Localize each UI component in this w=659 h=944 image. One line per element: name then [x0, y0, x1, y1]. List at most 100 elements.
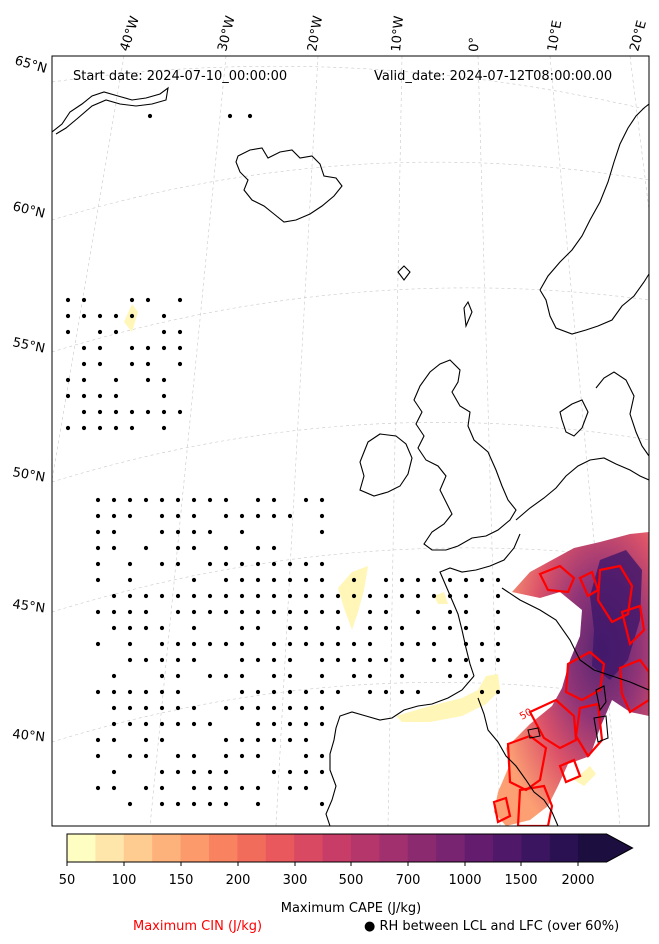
rh-dot	[129, 361, 135, 367]
rh-dot	[255, 593, 261, 599]
balearic	[527, 727, 541, 739]
rh-dot	[161, 329, 167, 335]
rh-dot	[447, 625, 453, 631]
rh-dot	[129, 313, 135, 319]
rh-dot	[223, 545, 229, 551]
rh-dot	[319, 513, 325, 519]
rh-dot	[287, 561, 293, 567]
rh-dot	[81, 361, 87, 367]
rh-dot	[223, 561, 229, 567]
rh-dot	[367, 609, 373, 615]
rh-dot	[227, 113, 233, 119]
meridian-0	[477, 56, 501, 826]
rh-dot	[271, 497, 277, 503]
rh-dot	[65, 377, 71, 383]
scandinavia-east	[595, 371, 649, 457]
lon-label-20w: 20°W	[305, 15, 326, 53]
lon-label-30w: 30°W	[215, 14, 238, 53]
rh-dot	[161, 377, 167, 383]
iberia-south	[477, 697, 559, 826]
rh-dot	[127, 689, 133, 695]
scandinavia	[539, 103, 649, 335]
rh-dot	[143, 689, 149, 695]
rh-dot	[191, 769, 197, 775]
rh-dot	[319, 529, 325, 535]
rh-dot	[255, 609, 261, 615]
rh-dot	[287, 769, 293, 775]
rh-dot	[255, 753, 261, 759]
rh-dot	[239, 785, 245, 791]
rh-dot	[287, 689, 293, 695]
rh-dot	[319, 593, 325, 599]
rh-dot	[431, 641, 437, 647]
rh-dot	[223, 513, 229, 519]
rh-dot	[191, 801, 197, 807]
colorbar-tick-label: 150	[169, 873, 194, 888]
rh-dot	[159, 769, 165, 775]
colorbar-tick-label: 300	[283, 873, 308, 888]
colorbar-tick-label: 100	[112, 873, 137, 888]
rh-dot	[111, 593, 117, 599]
rh-dot	[335, 689, 341, 695]
lat-label-50n: 50°N	[11, 465, 46, 485]
shetland	[463, 300, 473, 329]
rh-dot	[127, 641, 133, 647]
rh-dot	[81, 297, 87, 303]
rh-dot	[399, 673, 405, 679]
rh-dot	[255, 737, 261, 743]
rh-dot	[95, 753, 101, 759]
rh-dot	[303, 593, 309, 599]
rh-dot	[129, 409, 135, 415]
rh-dot	[495, 609, 501, 615]
rh-dot	[463, 673, 469, 679]
rh-dot	[159, 689, 165, 695]
rh-dot	[287, 673, 293, 679]
colorbar-tick-label: 1000	[448, 873, 481, 888]
rh-dot	[97, 409, 103, 415]
rh-dot	[81, 345, 87, 351]
rh-dot	[175, 753, 181, 759]
rh-dot	[271, 641, 277, 647]
colorbar-extend-arrow	[578, 834, 633, 862]
lat-labels: 65°N 60°N 55°N 50°N 45°N 40°N	[11, 53, 49, 745]
colorbar-segment	[407, 834, 437, 862]
rh-dot	[143, 785, 149, 791]
colorbar-tick-label: 700	[396, 873, 421, 888]
rh-dot	[319, 609, 325, 615]
rh-dot	[177, 361, 183, 367]
rh-dot	[161, 313, 167, 319]
colorbar-segment	[464, 834, 494, 862]
rh-dot	[255, 785, 261, 791]
rh-dot	[175, 673, 181, 679]
rh-dot	[97, 393, 103, 399]
rh-dot	[97, 345, 103, 351]
rh-dot	[95, 737, 101, 743]
rh-dot	[159, 561, 165, 567]
rh-dot	[177, 409, 183, 415]
rh-dot	[271, 721, 277, 727]
rh-dot	[255, 577, 261, 583]
rh-dot	[95, 577, 101, 583]
rh-dot	[111, 673, 117, 679]
rh-dot	[191, 577, 197, 583]
rh-dot	[161, 345, 167, 351]
lon-label-0: 0°	[467, 37, 483, 52]
rh-dot	[399, 689, 405, 695]
rh-dot	[207, 673, 213, 679]
rh-dot	[95, 529, 101, 535]
rh-dot	[319, 689, 325, 695]
rh-dot	[255, 625, 261, 631]
rh-dot	[303, 737, 309, 743]
rh-dot	[191, 625, 197, 631]
meridian-20e	[629, 56, 649, 211]
rh-dot	[145, 409, 151, 415]
rh-dot	[223, 577, 229, 583]
lat-label-40n: 40°N	[12, 727, 46, 745]
rh-dot	[175, 513, 181, 519]
colorbar-ticks: 50 100 150 200 300 500 700 1000 1500 2000	[59, 862, 595, 888]
rh-dot	[207, 785, 213, 791]
rh-dot	[303, 769, 309, 775]
meridian-20w	[275, 56, 319, 826]
rh-legend-label: ● RH between LCL and LFC (over 60%)	[364, 919, 619, 934]
rh-dot	[447, 657, 453, 663]
